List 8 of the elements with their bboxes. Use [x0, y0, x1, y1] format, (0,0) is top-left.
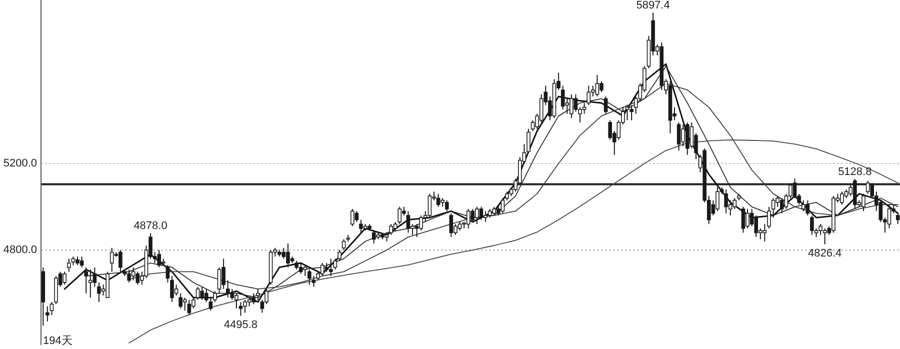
- annotation: 4495.8: [224, 318, 258, 331]
- y-tick-label: 5200.0: [3, 157, 37, 170]
- annotation: 4826.4: [808, 247, 842, 260]
- annotation: 4878.0: [134, 220, 168, 232]
- annotation: 5897.4: [636, 0, 670, 12]
- annotation: 194天: [43, 335, 72, 347]
- annotation: 5128.8: [838, 166, 872, 178]
- y-tick-label: 4800.0: [3, 244, 37, 256]
